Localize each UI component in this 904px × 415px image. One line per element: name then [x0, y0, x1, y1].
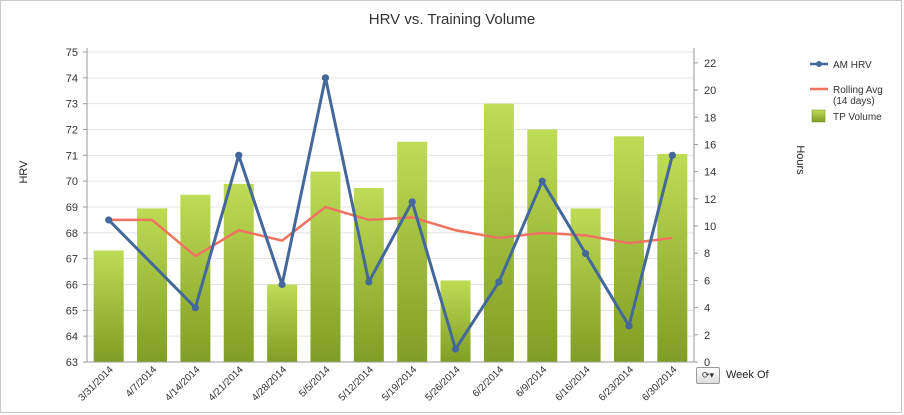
y-right-tick-label: 4: [704, 303, 710, 315]
y-left-tick-label: 71: [66, 150, 78, 162]
y-right-tick-label: 6: [704, 275, 710, 287]
week-of-control[interactable]: ⟳▾ Week Of: [696, 366, 769, 384]
y-left-tick-label: 73: [66, 99, 78, 111]
x-tick-label: 5/5/2014: [297, 364, 333, 400]
legend-label: (14 days): [833, 96, 875, 107]
legend-swatch: [811, 109, 826, 123]
am-hrv-point[interactable]: [191, 304, 199, 312]
y-right-tick-label: 18: [704, 112, 716, 124]
am-hrv-point[interactable]: [105, 216, 113, 224]
volume-bar[interactable]: [397, 141, 428, 362]
y-left-tick-label: 63: [66, 357, 78, 369]
y-right-tick-label: 20: [704, 85, 716, 97]
x-tick-label: 3/31/2014: [77, 364, 117, 404]
volume-bar[interactable]: [223, 183, 254, 362]
legend-label: AM HRV: [833, 60, 872, 71]
y-right-tick-label: 0: [704, 357, 710, 369]
volume-bar[interactable]: [93, 250, 124, 362]
legend-label: Rolling Avg: [833, 85, 883, 96]
x-tick-label: 4/21/2014: [207, 364, 247, 404]
am-hrv-point[interactable]: [321, 74, 330, 82]
legend-label: TP Volume: [833, 112, 882, 123]
y-right-tick-label: 8: [704, 248, 710, 260]
am-hrv-point[interactable]: [235, 151, 243, 159]
volume-bar[interactable]: [570, 208, 601, 362]
y-left-tick-label: 68: [66, 228, 78, 240]
legend-marker: [816, 61, 822, 67]
volume-bar[interactable]: [267, 284, 298, 363]
x-tick-label: 4/14/2014: [163, 364, 203, 404]
bars-layer: [93, 103, 688, 363]
am-hrv-point[interactable]: [408, 198, 416, 206]
am-hrv-point[interactable]: [495, 278, 503, 286]
x-tick-label: 4/28/2014: [250, 364, 290, 404]
y-left-tick-label: 75: [66, 47, 78, 59]
y-left-tick-label: 69: [66, 202, 78, 214]
y-left-tick-label: 67: [66, 254, 78, 266]
am-hrv-point[interactable]: [625, 322, 633, 330]
week-of-label: Week Of: [726, 369, 769, 381]
legend-item: Rolling Avg(14 days): [810, 85, 883, 107]
lines-layer: [105, 74, 676, 353]
volume-bar[interactable]: [137, 208, 168, 362]
x-tick-label: 6/30/2014: [640, 364, 680, 404]
cycle-dimension-icon: ⟳▾: [701, 369, 715, 380]
y-left-tick-label: 65: [66, 305, 78, 317]
y-right-tick-label: 16: [704, 139, 716, 151]
am-hrv-point[interactable]: [451, 345, 460, 353]
y-left-tick-label: 72: [66, 125, 78, 137]
x-tick-label: 5/19/2014: [380, 364, 420, 404]
y-left-tick-label: 70: [66, 176, 78, 188]
y-right-tick-label: 14: [704, 167, 716, 179]
y-right-tick-label: 22: [704, 58, 716, 70]
volume-bar[interactable]: [657, 153, 688, 362]
x-tick-label: 6/16/2014: [553, 364, 593, 404]
y-axis-left-label: HRV: [18, 160, 30, 184]
y-left-tick-label: 64: [66, 331, 78, 343]
x-tick-label: 5/26/2014: [423, 364, 463, 404]
legend: AM HRV Rolling Avg(14 days) TP Volume: [810, 60, 883, 123]
y-left-tick-label: 66: [66, 280, 78, 292]
x-tick-label: 6/2/2014: [471, 364, 507, 400]
am-hrv-point[interactable]: [278, 280, 286, 289]
x-tick-label: 6/23/2014: [597, 364, 637, 404]
am-hrv-point[interactable]: [365, 278, 373, 286]
volume-bar[interactable]: [483, 103, 514, 363]
legend-item: AM HRV: [810, 60, 872, 71]
rolling-avg-line: [108, 205, 673, 258]
legend-item: TP Volume: [811, 109, 882, 123]
volume-bar[interactable]: [180, 194, 211, 362]
y-right-tick-label: 10: [704, 221, 716, 233]
x-tick-label: 4/7/2014: [124, 364, 160, 400]
am-hrv-point[interactable]: [538, 177, 546, 185]
x-tick-label: 5/12/2014: [337, 364, 377, 404]
y-right-tick-label: 12: [704, 194, 716, 206]
y-left-tick-label: 74: [66, 73, 78, 85]
am-hrv-point[interactable]: [582, 249, 590, 258]
volume-bar[interactable]: [527, 129, 558, 363]
am-hrv-point[interactable]: [668, 151, 676, 159]
cycle-dimension-button[interactable]: ⟳▾: [696, 366, 720, 384]
x-tick-label: 6/9/2014: [514, 364, 550, 400]
volume-bar[interactable]: [310, 171, 341, 362]
y-right-tick-label: 2: [704, 330, 710, 342]
y-axis-right-label: Hours: [794, 145, 806, 175]
chart-title: HRV vs. Training Volume: [369, 11, 535, 28]
grid-layer: [87, 51, 694, 337]
